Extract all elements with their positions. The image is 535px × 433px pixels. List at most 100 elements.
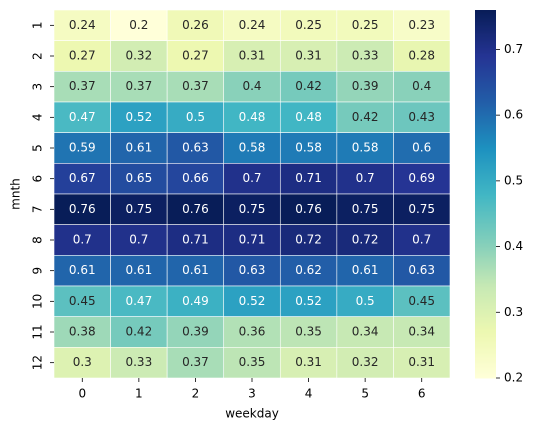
colorbar-segment	[475, 240, 496, 243]
colorbar-segment	[475, 246, 496, 249]
colorbar-segment	[475, 284, 496, 287]
colorbar-segment	[475, 44, 496, 47]
colorbar-segment	[475, 302, 496, 305]
colorbar-segment	[475, 70, 496, 73]
colorbar-segment	[475, 324, 496, 327]
colorbar-segment	[475, 368, 496, 371]
heatmap-cell	[393, 71, 451, 103]
cell-label: 0.28	[408, 49, 435, 63]
colorbar-tick-label: 0.2	[504, 371, 523, 385]
colorbar-segment	[475, 86, 496, 89]
colorbar-segment	[475, 350, 496, 353]
heatmap-cell	[53, 163, 111, 195]
colorbar-segment	[475, 102, 496, 105]
cell-label: 0.65	[125, 171, 152, 185]
colorbar-segment	[475, 94, 496, 97]
cell-label: 0.42	[125, 325, 152, 339]
colorbar-segment	[475, 34, 496, 37]
colorbar-segment	[475, 232, 496, 235]
heatmap-cell	[393, 285, 451, 317]
cell-label: 0.7	[242, 171, 261, 185]
colorbar-segment	[475, 294, 496, 297]
x-tick-label: 6	[418, 387, 426, 401]
heatmap-cell	[223, 224, 281, 256]
colorbar-segment	[475, 286, 496, 289]
x-tick-label: 4	[305, 387, 313, 401]
colorbar-segment	[475, 218, 496, 221]
colorbar-segment	[475, 36, 496, 39]
cell-label: 0.37	[125, 79, 152, 93]
colorbar-segment	[475, 298, 496, 301]
colorbar-segment	[475, 274, 496, 277]
colorbar-segment	[475, 354, 496, 357]
cell-label: 0.49	[182, 294, 209, 308]
colorbar-segment	[475, 258, 496, 261]
heatmap-cell	[110, 101, 168, 133]
colorbar-tick-label: 0.6	[504, 108, 523, 122]
heatmap-cell	[279, 163, 338, 195]
heatmap-cell	[166, 316, 225, 348]
colorbar-segment	[475, 158, 496, 161]
cell-label: 0.7	[356, 171, 375, 185]
colorbar-segment	[475, 66, 496, 69]
colorbar-segment	[475, 140, 496, 143]
colorbar-segment	[475, 196, 496, 199]
colorbar-segment	[475, 118, 496, 121]
colorbar-segment	[475, 226, 496, 229]
colorbar-segment	[475, 148, 496, 151]
heatmap-cell	[53, 193, 111, 225]
colorbar-segment	[475, 60, 496, 63]
y-tick-label: 6	[31, 175, 45, 183]
heatmap-cell	[393, 40, 451, 72]
colorbar-segment	[475, 374, 496, 377]
colorbar-segment	[475, 42, 496, 45]
colorbar-segment	[475, 346, 496, 349]
heatmap-cell	[223, 71, 281, 103]
colorbar-segment	[475, 174, 496, 177]
colorbar-segment	[475, 238, 496, 241]
colorbar-segment	[475, 234, 496, 237]
heatmap-cell	[53, 347, 111, 379]
colorbar-segment	[475, 210, 496, 213]
y-tick-label: 5	[31, 144, 45, 152]
heatmap-cell	[279, 224, 338, 256]
colorbar-segment	[475, 100, 496, 103]
colorbar-segment	[475, 280, 496, 283]
colorbar-segment	[475, 202, 496, 205]
cell-label: 0.47	[125, 294, 152, 308]
cell-label: 0.4	[242, 79, 261, 93]
cell-label: 0.72	[352, 233, 379, 247]
colorbar-segment	[475, 40, 496, 43]
cell-label: 0.31	[239, 49, 266, 63]
colorbar-segment	[475, 244, 496, 247]
colorbar-segment	[475, 358, 496, 361]
colorbar-segment	[475, 376, 496, 379]
colorbar-segment	[475, 352, 496, 355]
heatmap-cell	[53, 224, 111, 256]
cell-label: 0.5	[356, 294, 375, 308]
colorbar-segment	[475, 170, 496, 173]
heatmap-cell	[110, 71, 168, 103]
colorbar-segment	[475, 254, 496, 257]
heatmap-cell	[53, 9, 111, 41]
heatmap-cell	[223, 193, 281, 225]
heatmap-cell	[223, 101, 281, 133]
heatmap-cell	[110, 347, 168, 379]
cell-label: 0.7	[129, 233, 148, 247]
cell-label: 0.24	[239, 18, 266, 32]
heatmap-cell	[53, 132, 111, 164]
colorbar-segment	[475, 32, 496, 35]
colorbar-segment	[475, 206, 496, 209]
cell-label: 0.23	[408, 18, 435, 32]
colorbar-segment	[475, 168, 496, 171]
colorbar-segment	[475, 300, 496, 303]
cell-label: 0.63	[182, 141, 209, 155]
colorbar-segment	[475, 82, 496, 85]
y-tick-label: 10	[31, 294, 45, 309]
cell-label: 0.25	[352, 18, 379, 32]
colorbar-segment	[475, 182, 496, 185]
heatmap-cell	[223, 316, 281, 348]
heatmap-cell	[279, 255, 338, 287]
colorbar-segment	[475, 332, 496, 335]
colorbar-segment	[475, 124, 496, 127]
